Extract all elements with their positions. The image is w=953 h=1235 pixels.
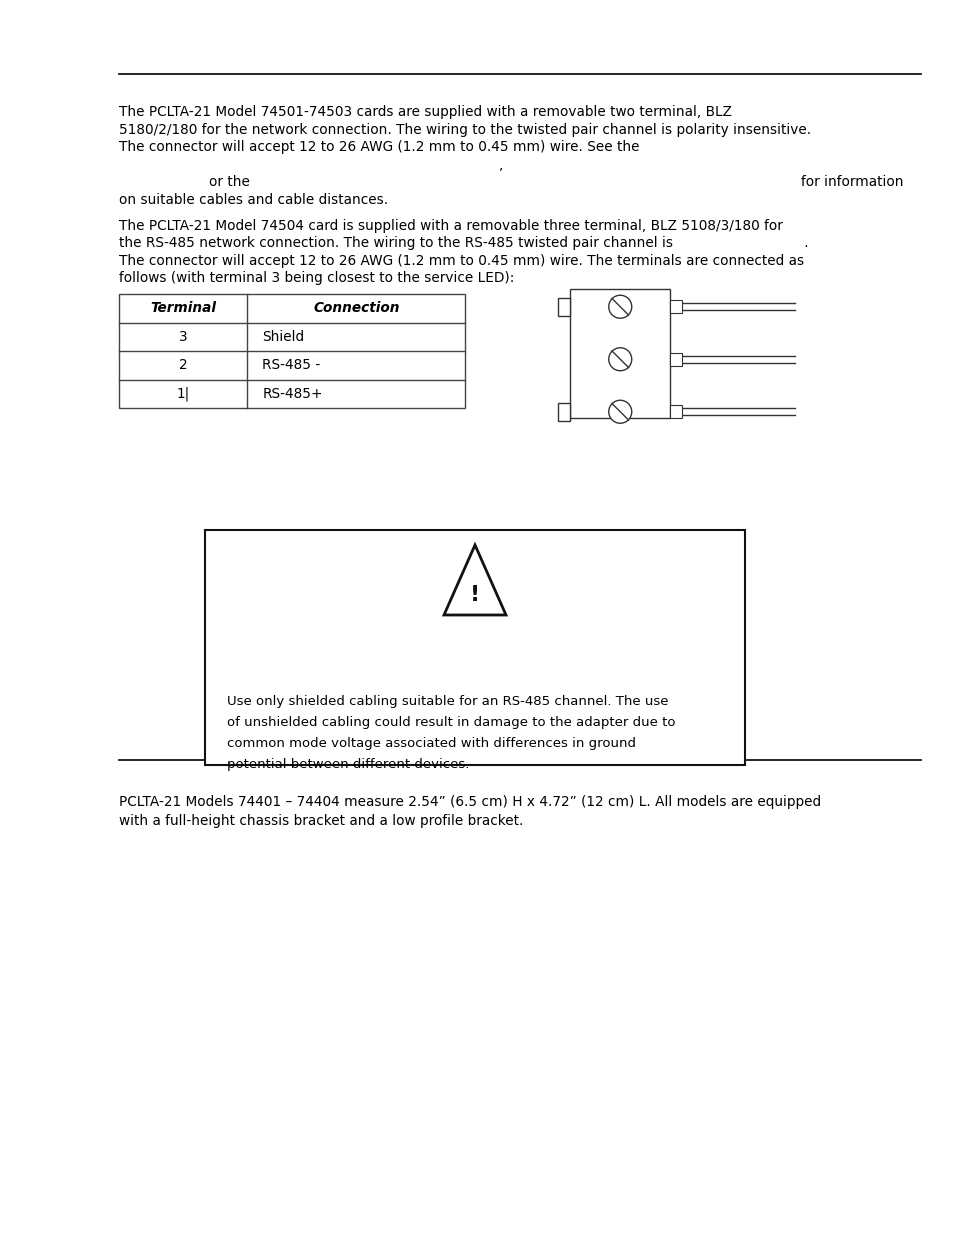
Text: Use only shielded cabling suitable for an RS-485 channel. The use: Use only shielded cabling suitable for a… xyxy=(227,695,668,708)
Text: ,: , xyxy=(498,158,503,172)
Text: on suitable cables and cable distances.: on suitable cables and cable distances. xyxy=(119,193,388,206)
Text: Shield: Shield xyxy=(262,330,304,343)
Text: RS-485 -: RS-485 - xyxy=(262,358,320,372)
Text: of unshielded cabling could result in damage to the adapter due to: of unshielded cabling could result in da… xyxy=(227,716,675,729)
Bar xyxy=(119,294,465,408)
Text: follows (with terminal 3 being closest to the service LED):: follows (with terminal 3 being closest t… xyxy=(119,272,514,285)
Text: RS-485+: RS-485+ xyxy=(262,387,322,400)
Circle shape xyxy=(608,295,631,319)
Text: The connector will accept 12 to 26 AWG (1.2 mm to 0.45 mm) wire. The terminals a: The connector will accept 12 to 26 AWG (… xyxy=(119,253,803,268)
Text: the RS-485 network connection. The wiring to the RS-485 twisted pair channel is : the RS-485 network connection. The wirin… xyxy=(119,236,808,251)
Text: !: ! xyxy=(470,585,479,605)
Text: common mode voltage associated with differences in ground: common mode voltage associated with diff… xyxy=(227,737,636,750)
Text: 1|: 1| xyxy=(176,387,190,401)
Text: Terminal: Terminal xyxy=(150,301,216,315)
Bar xyxy=(670,300,681,314)
Circle shape xyxy=(608,348,631,370)
Text: The PCLTA-21 Model 74504 card is supplied with a removable three terminal, BLZ 5: The PCLTA-21 Model 74504 card is supplie… xyxy=(119,219,782,232)
Bar xyxy=(558,403,570,421)
Text: 2: 2 xyxy=(179,358,188,372)
Polygon shape xyxy=(443,545,505,615)
Text: 5180/2/180 for the network connection. The wiring to the twisted pair channel is: 5180/2/180 for the network connection. T… xyxy=(119,122,810,137)
Text: The connector will accept 12 to 26 AWG (1.2 mm to 0.45 mm) wire. See the: The connector will accept 12 to 26 AWG (… xyxy=(119,140,639,154)
Bar xyxy=(670,405,681,419)
Text: with a full-height chassis bracket and a low profile bracket.: with a full-height chassis bracket and a… xyxy=(119,815,523,829)
Text: potential between different devices.: potential between different devices. xyxy=(227,758,469,771)
Text: 3: 3 xyxy=(179,330,188,343)
Text: Connection: Connection xyxy=(313,301,399,315)
Bar xyxy=(558,298,570,316)
Text: PCLTA-21 Models 74401 – 74404 measure 2.54” (6.5 cm) H x 4.72” (12 cm) L. All mo: PCLTA-21 Models 74401 – 74404 measure 2.… xyxy=(119,795,821,809)
Text: The PCLTA-21 Model 74501-74503 cards are supplied with a removable two terminal,: The PCLTA-21 Model 74501-74503 cards are… xyxy=(119,105,732,119)
Bar xyxy=(570,289,670,417)
Bar xyxy=(670,353,681,366)
Circle shape xyxy=(608,400,631,424)
Text: or the: or the xyxy=(209,175,250,189)
Bar xyxy=(205,530,744,764)
Text: for information: for information xyxy=(800,175,902,189)
